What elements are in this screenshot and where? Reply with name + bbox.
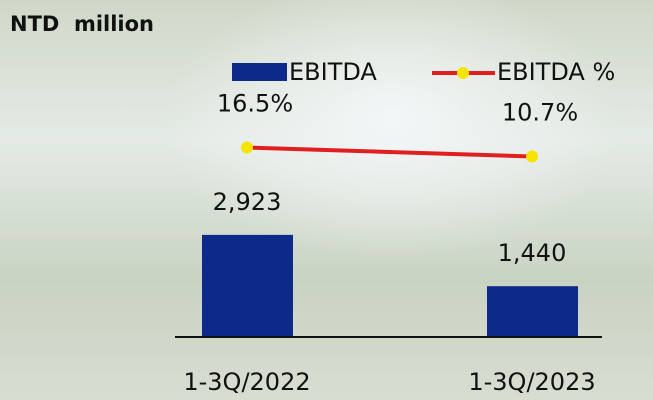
legend-label: EBITDA	[289, 58, 377, 86]
data-label: 1,440	[498, 239, 567, 267]
point	[241, 141, 253, 154]
data-label: 10.7%	[502, 98, 578, 126]
legend-swatch	[232, 63, 287, 81]
x-tick-label: 1-3Q/2022	[183, 368, 310, 396]
chart-title: NTD million	[10, 12, 154, 36]
legend-label: EBITDA %	[497, 58, 615, 86]
bar	[202, 234, 293, 336]
data-label: 2,923	[213, 188, 282, 216]
point	[526, 150, 538, 163]
bar	[487, 286, 578, 336]
line	[246, 145, 533, 159]
legend-marker	[457, 67, 469, 79]
x-tick-label: 1-3Q/2023	[468, 368, 595, 396]
data-label: 16.5%	[217, 89, 293, 117]
